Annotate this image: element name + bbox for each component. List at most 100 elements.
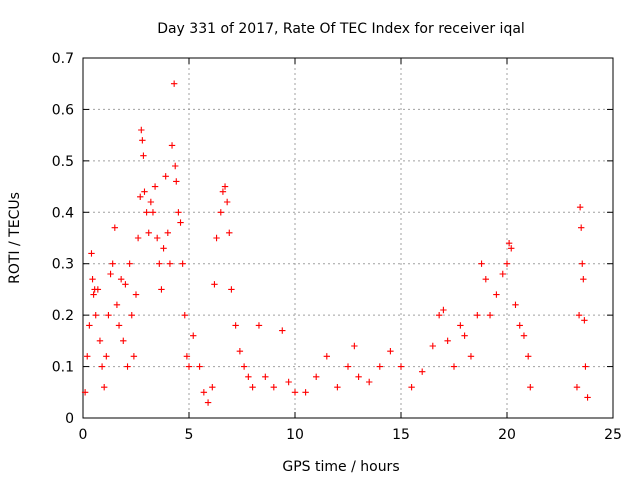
x-tick-label: 15 bbox=[392, 427, 410, 443]
data-point bbox=[88, 250, 95, 257]
data-point bbox=[520, 332, 528, 339]
y-tick-label: 0.7 bbox=[52, 51, 74, 67]
data-point bbox=[185, 363, 193, 370]
data-point bbox=[262, 373, 269, 381]
data-point bbox=[387, 347, 394, 355]
data-point bbox=[170, 80, 178, 87]
data-point bbox=[183, 353, 191, 360]
data-point bbox=[527, 383, 534, 391]
data-point bbox=[223, 198, 231, 206]
data-point bbox=[478, 260, 485, 267]
data-point bbox=[249, 383, 256, 391]
data-point bbox=[505, 239, 513, 247]
data-point bbox=[240, 363, 248, 370]
data-point bbox=[103, 353, 110, 360]
data-point bbox=[467, 353, 475, 360]
data-point bbox=[236, 347, 244, 355]
x-tick-label: 10 bbox=[286, 427, 304, 443]
y-tick-label: 0.3 bbox=[52, 257, 74, 273]
y-axis-title: ROTI / TECUs bbox=[7, 192, 23, 284]
data-point bbox=[291, 389, 299, 396]
data-point bbox=[351, 342, 358, 350]
data-point bbox=[149, 209, 157, 216]
data-point bbox=[366, 378, 373, 386]
data-point bbox=[173, 178, 180, 185]
data-point bbox=[508, 245, 515, 252]
data-point bbox=[156, 260, 163, 267]
data-point bbox=[122, 281, 129, 288]
data-point bbox=[461, 332, 468, 339]
data-point bbox=[219, 188, 227, 195]
data-point bbox=[285, 378, 292, 386]
data-point bbox=[175, 209, 182, 216]
data-point bbox=[576, 203, 584, 211]
data-point bbox=[141, 188, 148, 195]
axis-ticks bbox=[82, 57, 614, 419]
data-point bbox=[344, 363, 352, 370]
data-point bbox=[525, 353, 532, 360]
data-point bbox=[245, 373, 252, 381]
data-point bbox=[419, 368, 426, 375]
data-point bbox=[147, 198, 155, 206]
data-point bbox=[486, 311, 494, 319]
data-point bbox=[573, 383, 581, 391]
data-point bbox=[90, 291, 97, 298]
data-point bbox=[111, 224, 118, 231]
data-point bbox=[493, 291, 500, 298]
data-point bbox=[101, 383, 108, 391]
data-point bbox=[211, 281, 218, 288]
data-point bbox=[226, 229, 233, 237]
data-point bbox=[474, 311, 481, 319]
data-point bbox=[120, 337, 127, 345]
data-point bbox=[302, 389, 309, 396]
y-tick-label: 0 bbox=[65, 411, 74, 427]
x-tick-label: 25 bbox=[604, 427, 622, 443]
data-point bbox=[232, 322, 239, 329]
data-point bbox=[160, 245, 167, 252]
data-point bbox=[107, 270, 114, 278]
y-tick-label: 0.6 bbox=[52, 102, 74, 118]
data-point bbox=[94, 286, 102, 293]
y-tick-label: 0.5 bbox=[52, 154, 74, 170]
x-tick-label: 5 bbox=[185, 427, 194, 443]
data-point bbox=[196, 363, 203, 370]
data-point bbox=[334, 383, 341, 391]
data-point bbox=[98, 363, 106, 370]
data-point bbox=[140, 152, 147, 159]
data-point bbox=[228, 286, 235, 293]
data-point bbox=[190, 332, 197, 339]
data-point bbox=[168, 142, 176, 149]
data-point bbox=[355, 373, 362, 381]
data-point bbox=[512, 301, 519, 309]
data-point bbox=[313, 373, 320, 381]
data-point bbox=[84, 353, 91, 360]
data-point bbox=[397, 363, 405, 370]
data-point bbox=[137, 193, 144, 201]
tick-labels: 0 5 10 15 20 25 0 0.1 0.2 0.3 0.4 0.5 0.6 0.7 bbox=[52, 51, 622, 443]
data-point bbox=[134, 234, 142, 242]
data-point bbox=[89, 275, 96, 283]
data-point bbox=[181, 311, 188, 319]
data-point bbox=[92, 311, 99, 319]
data-point bbox=[179, 260, 186, 267]
data-point bbox=[580, 275, 587, 283]
data-point bbox=[166, 260, 174, 267]
data-point bbox=[579, 260, 586, 267]
data-point bbox=[164, 229, 171, 237]
plot-frame bbox=[82, 57, 614, 419]
data-point bbox=[124, 363, 131, 370]
data-point bbox=[204, 399, 212, 406]
data-point bbox=[177, 219, 184, 226]
data-point bbox=[376, 363, 383, 370]
data-point bbox=[151, 183, 159, 190]
data-point bbox=[217, 209, 224, 216]
data-point bbox=[109, 260, 116, 267]
data-point bbox=[117, 275, 125, 283]
chart-title: Day 331 of 2017, Rate Of TEC Index for r… bbox=[157, 21, 525, 37]
x-tick-label: 20 bbox=[498, 427, 516, 443]
data-point bbox=[158, 286, 165, 293]
data-point bbox=[86, 322, 93, 329]
data-point bbox=[435, 311, 443, 319]
data-point bbox=[105, 311, 112, 319]
